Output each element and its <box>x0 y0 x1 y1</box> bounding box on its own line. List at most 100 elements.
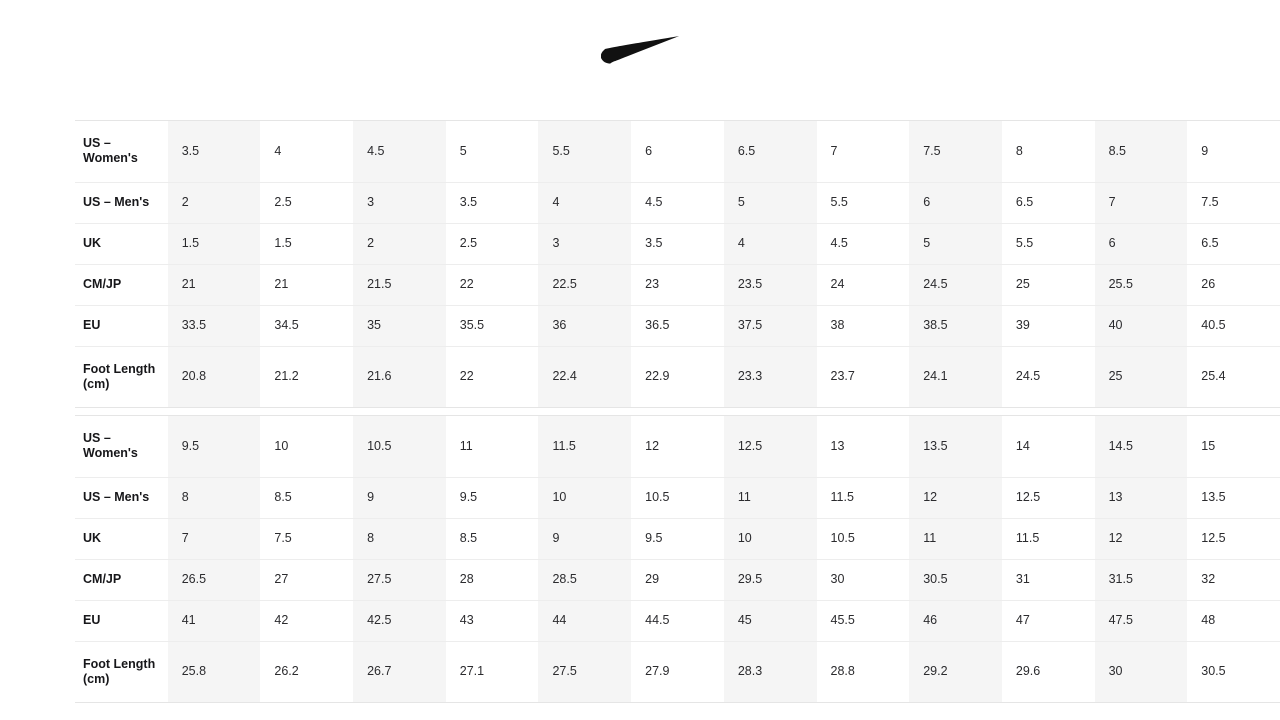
size-cell: 36 <box>538 305 632 347</box>
size-cell: 28.5 <box>538 559 632 601</box>
size-cell: 38 <box>816 305 910 347</box>
size-cell: 12.5 <box>1001 477 1095 519</box>
size-cell: 30.5 <box>909 559 1002 601</box>
size-cell: 38.5 <box>909 305 1002 347</box>
size-cell: 25 <box>1094 346 1188 407</box>
size-cell: 25.4 <box>1187 346 1280 407</box>
table-row: Foot Length (cm) 25.8 26.2 26.7 27.1 27.5 27.9… <box>75 641 1280 702</box>
size-cell: 33.5 <box>167 305 261 347</box>
size-cell: 12 <box>909 477 1002 519</box>
size-cell: 23.3 <box>723 346 817 407</box>
size-cell: 41 <box>167 600 261 642</box>
size-cell: 25.8 <box>167 641 261 702</box>
size-cell: 9 <box>1187 121 1280 183</box>
row-uk-label: UK <box>75 223 168 265</box>
size-cell: 43 <box>445 600 539 642</box>
size-cell: 40.5 <box>1187 305 1280 347</box>
size-cell: 5.5 <box>816 182 910 224</box>
size-cell: 7 <box>816 121 910 183</box>
size-cell: 27.1 <box>445 641 539 702</box>
size-cell: 47 <box>1001 600 1095 642</box>
size-cell: 21.5 <box>353 264 446 306</box>
size-cell: 22 <box>445 264 539 306</box>
size-cell: 31 <box>1001 559 1095 601</box>
size-cell: 36.5 <box>631 305 724 347</box>
size-cell: 44.5 <box>631 600 724 642</box>
size-cell: 6 <box>909 182 1002 224</box>
row-us-womens-label: US – Women's <box>75 121 168 183</box>
size-cell: 42 <box>260 600 354 642</box>
size-cell: 23 <box>631 264 724 306</box>
size-cell: 30 <box>1094 641 1188 702</box>
size-cell: 8.5 <box>445 518 539 560</box>
size-cell: 21 <box>260 264 354 306</box>
size-cell: 29.5 <box>723 559 817 601</box>
table-row: Foot Length (cm) 20.8 21.2 21.6 22 22.4 22.9 23… <box>75 346 1280 407</box>
size-cell: 12.5 <box>1187 518 1280 560</box>
size-cell: 3.5 <box>631 223 724 265</box>
size-cell: 3 <box>538 223 632 265</box>
row-uk-label: UK <box>75 518 168 560</box>
size-cell: 13 <box>816 416 910 478</box>
nike-logo <box>601 36 679 64</box>
size-block-small-sizes: US – Women's 3.5 4 4.5 5 5.5 6 6.5 7 7.5 8 8.5 9 US –… <box>75 120 1280 408</box>
size-cell: 37.5 <box>723 305 817 347</box>
size-cell: 3.5 <box>167 121 261 183</box>
size-cell: 22.9 <box>631 346 724 407</box>
size-cell: 6 <box>631 121 724 183</box>
size-cell: 4 <box>723 223 817 265</box>
size-cell: 11 <box>909 518 1002 560</box>
size-cell: 6.5 <box>1001 182 1095 224</box>
size-cell: 26 <box>1187 264 1280 306</box>
size-cell: 4.5 <box>631 182 724 224</box>
size-cell: 40 <box>1094 305 1188 347</box>
row-cm-jp-label: CM/JP <box>75 559 168 601</box>
size-cell: 10 <box>260 416 354 478</box>
size-cell: 5.5 <box>538 121 632 183</box>
size-cell: 11 <box>445 416 539 478</box>
size-cell: 4 <box>260 121 354 183</box>
size-cell: 9 <box>538 518 632 560</box>
size-cell: 2 <box>353 223 446 265</box>
size-cell: 8 <box>167 477 261 519</box>
size-cell: 12 <box>1094 518 1188 560</box>
size-cell: 48 <box>1187 600 1280 642</box>
size-cell: 2.5 <box>260 182 354 224</box>
size-cell: 22 <box>445 346 539 407</box>
size-cell: 4 <box>538 182 632 224</box>
size-cell: 27.5 <box>353 559 446 601</box>
size-cell: 13.5 <box>909 416 1002 478</box>
size-cell: 24 <box>816 264 910 306</box>
size-cell: 9.5 <box>631 518 724 560</box>
size-cell: 25 <box>1001 264 1095 306</box>
size-cell: 7.5 <box>260 518 354 560</box>
size-cell: 27.9 <box>631 641 724 702</box>
size-cell: 28.8 <box>816 641 910 702</box>
size-cell: 44 <box>538 600 632 642</box>
size-cell: 6.5 <box>1187 223 1280 265</box>
size-cell: 27 <box>260 559 354 601</box>
row-us-mens-label: US – Men's <box>75 182 168 224</box>
size-cell: 12 <box>631 416 724 478</box>
size-cell: 20.8 <box>167 346 261 407</box>
row-us-mens-label: US – Men's <box>75 477 168 519</box>
size-cell: 11.5 <box>1001 518 1095 560</box>
table-row: US – Men's 8 8.5 9 9.5 10 10.5 11 11.5 12 12.5 13 13… <box>75 477 1280 519</box>
size-cell: 7 <box>167 518 261 560</box>
size-cell: 2 <box>167 182 261 224</box>
size-cell: 9 <box>353 477 446 519</box>
size-cell: 29.2 <box>909 641 1002 702</box>
size-cell: 3 <box>353 182 446 224</box>
table-row: US – Women's 9.5 10 10.5 11 11.5 12 12.5 13 13.5 1… <box>75 416 1280 478</box>
size-table: US – Women's 9.5 10 10.5 11 11.5 12 12.5 13 13.5 1… <box>75 416 1280 702</box>
size-cell: 7 <box>1094 182 1188 224</box>
size-cell: 21 <box>167 264 261 306</box>
table-row: UK 1.5 1.5 2 2.5 3 3.5 4 4.5 5 5.5 6 6.5 <box>75 223 1280 265</box>
size-cell: 24.5 <box>1001 346 1095 407</box>
size-cell: 13 <box>1094 477 1188 519</box>
size-table: US – Women's 3.5 4 4.5 5 5.5 6 6.5 7 7.5 8 8.5 9 US –… <box>75 121 1280 407</box>
size-cell: 1.5 <box>167 223 261 265</box>
size-cell: 10.5 <box>353 416 446 478</box>
size-cell: 34.5 <box>260 305 354 347</box>
size-cell: 26.5 <box>167 559 261 601</box>
